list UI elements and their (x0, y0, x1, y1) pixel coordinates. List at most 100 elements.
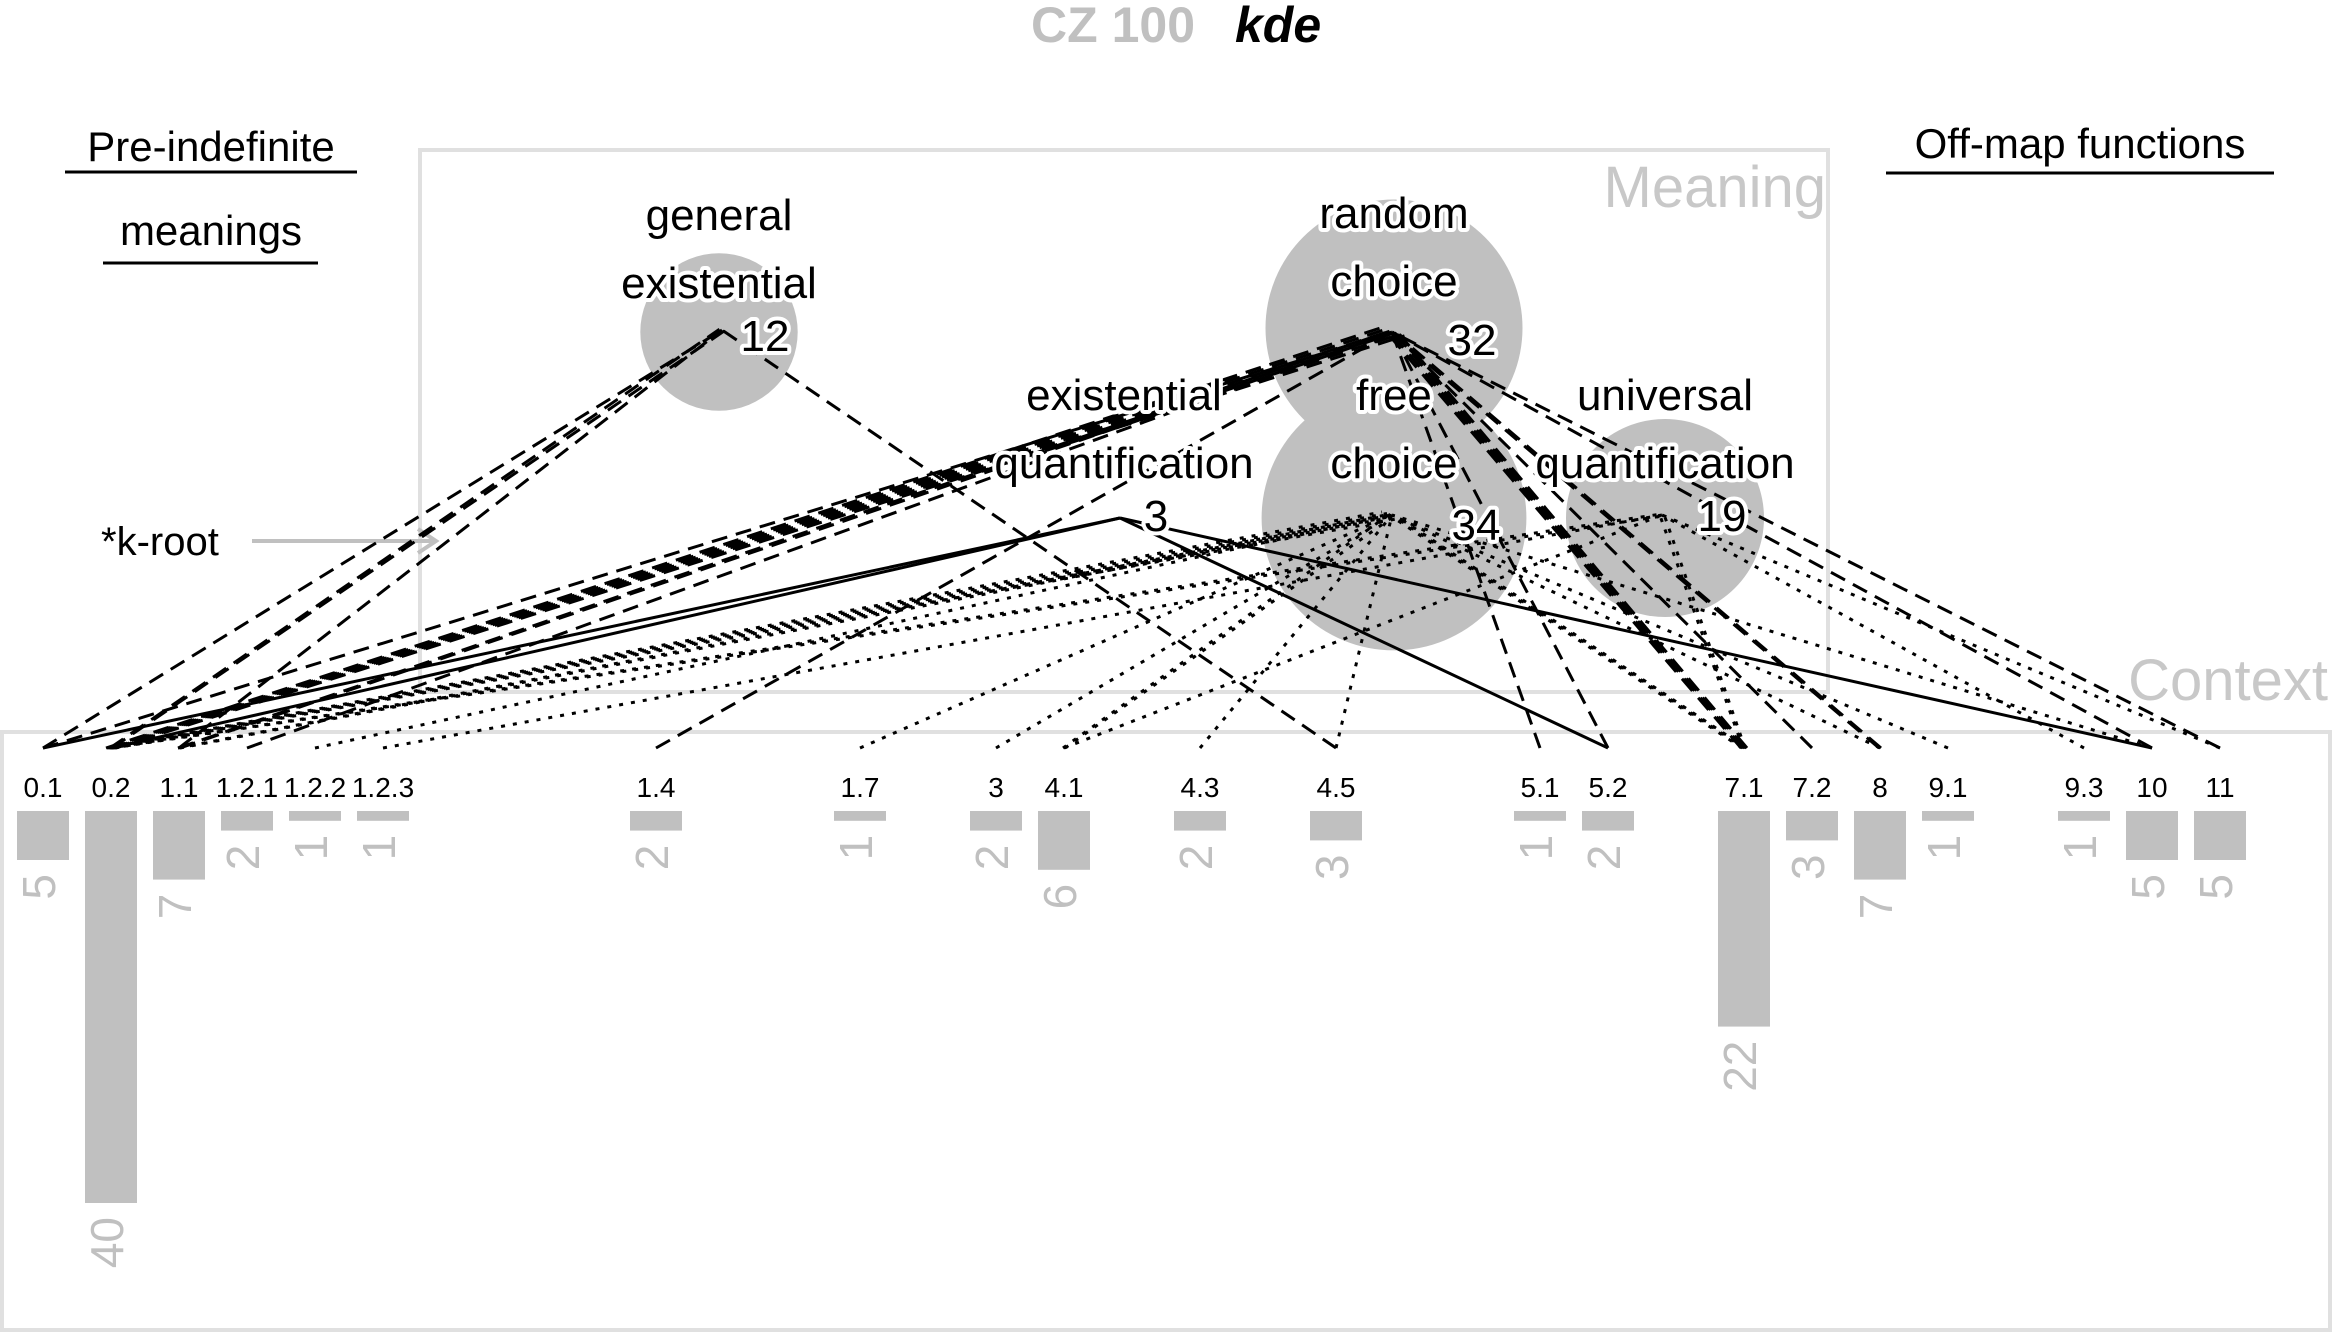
context-count-1-1: 7 (149, 894, 201, 920)
link-7-1-random-choice (1383, 328, 1743, 749)
context-label-9-1: 9.1 (1929, 772, 1968, 803)
context-label-0-2: 0.2 (92, 772, 131, 803)
link-5-2-random-choice (1390, 331, 1610, 749)
context-bar-1-1 (153, 811, 205, 880)
context-count-7-1: 22 (1714, 1041, 1766, 1092)
context-count-1-2-3: 1 (353, 835, 405, 861)
link-7-1-free-choice (1391, 513, 1745, 750)
meaning-label-line2-existential-quantification-halo: quantification (994, 439, 1253, 488)
context-count-9-1: 1 (1918, 835, 1970, 861)
context-box (0, 730, 2332, 1332)
context-label-1-2-3: 1.2.3 (352, 772, 414, 803)
link-0-2-existential-quantification (110, 516, 1121, 750)
link-0-2-universal-quantification (111, 514, 1665, 750)
meaning-count-free-choice-halo: 34 (1452, 501, 1501, 550)
pre-indefinite-line-2: meanings (120, 207, 302, 254)
off-map-label: Off-map functions (1915, 120, 2246, 167)
context-bar-1-2-3 (357, 811, 409, 821)
link-1-2-3-universal-quantification (382, 513, 1663, 750)
context-bar-10 (2126, 811, 2178, 860)
meaning-label-line2-universal-quantification: quantification (1535, 439, 1794, 488)
meaning-label-line1-universal-quantification: universal (1577, 371, 1753, 420)
context-bar-4-5 (1310, 811, 1362, 841)
link-0-2-free-choice (106, 510, 1383, 750)
meaning-label-line1-general-existential: general (646, 191, 793, 240)
meaning-count-general-existential-halo: 12 (741, 312, 790, 361)
meaning-label-line2-random-choice: choice (1330, 257, 1457, 306)
link-1-1-free-choice (179, 514, 1395, 750)
context-bar-0-2 (85, 811, 137, 1203)
context-count-3: 2 (966, 845, 1018, 871)
context-count-0-1: 5 (13, 874, 65, 900)
meaning-box-label: Meaning (1604, 155, 1826, 220)
link-7-1-free-choice (1396, 515, 1747, 750)
context-label-1-2-2: 1.2.2 (284, 772, 346, 803)
link-10-existential-quantification (1119, 516, 2153, 750)
context-count-11: 5 (2190, 874, 2242, 900)
context-bar-5-1 (1514, 811, 1566, 821)
context-count-4-1: 6 (1034, 884, 1086, 910)
context-label-7-2: 7.2 (1793, 772, 1832, 803)
context-count-1-7: 1 (830, 835, 882, 861)
context-bar-4-3 (1174, 811, 1226, 831)
meaning-circle-random-choice (1265, 199, 1523, 457)
link-0-1-general-existential (42, 328, 723, 750)
meaning-label-line1-free-choice: free (1356, 371, 1432, 420)
context-bar-0-1 (17, 811, 69, 860)
link-1-7-free-choice (859, 513, 1393, 750)
context-count-1-2-2: 1 (285, 835, 337, 861)
meaning-label-line1-free-choice-halo: free (1356, 371, 1432, 420)
meaning-label-line2-existential-quantification: quantification (994, 439, 1253, 488)
context-bar-7-1 (1718, 811, 1770, 1027)
meaning-label-line1-general-existential-halo: general (646, 191, 793, 240)
meaning-label-line2-universal-quantification-halo: quantification (1535, 439, 1794, 488)
link-7-1-random-choice (1398, 333, 1749, 749)
context-count-8: 7 (1850, 894, 1902, 920)
context-label-4-1: 4.1 (1045, 772, 1084, 803)
context-label-4-3: 4.3 (1181, 772, 1220, 803)
context-bar-1-4 (630, 811, 682, 831)
link-3-free-choice (995, 513, 1393, 750)
k-root-annotation: *k-root (101, 520, 440, 564)
link-4-3-free-choice (1198, 514, 1394, 749)
context-bar-1-7 (834, 811, 886, 821)
link-11-universal-quantification (1661, 513, 2221, 750)
context-bar-4-1 (1038, 811, 1090, 870)
link-1-1-free-choice (177, 512, 1390, 750)
link-4-5-free-choice (1334, 514, 1394, 749)
link-9-1-free-choice (1391, 513, 1949, 750)
context-label-5-2: 5.2 (1589, 772, 1628, 803)
context-label-9-3: 9.3 (2065, 772, 2104, 803)
context-label-0-1: 0.1 (24, 772, 63, 803)
context-bar-8 (1854, 811, 1906, 880)
link-7-1-universal-quantification (1658, 513, 1745, 749)
context-bar-9-3 (2058, 811, 2110, 821)
off-map-heading: Off-map functions (1886, 120, 2274, 175)
meaning-label-line1-random-choice: random (1319, 189, 1468, 238)
link-5-2-existential-quantification (1119, 516, 1609, 750)
context-bar-11 (2194, 811, 2246, 860)
meaning-label-line2-general-existential-halo: existential (621, 259, 817, 308)
link-8-random-choice (1393, 331, 1882, 750)
link-0-1-existential-quantification (42, 516, 1121, 750)
link-7-1-random-choice (1388, 330, 1745, 749)
title-word: kde (1235, 0, 1321, 53)
link-7-1-universal-quantification (1663, 515, 1747, 749)
context-count-4-3: 2 (1170, 845, 1222, 871)
context-count-10: 5 (2122, 874, 2174, 900)
context-label-10: 10 (2136, 772, 2167, 803)
meaning-count-free-choice: 34 (1452, 501, 1501, 550)
context-bar-5-2 (1582, 811, 1634, 831)
k-root-label: *k-root (101, 520, 219, 564)
pre-indefinite-heading: Pre-indefinite meanings (65, 123, 357, 265)
link-1-2-2-free-choice (314, 513, 1393, 750)
context-label-1-7: 1.7 (841, 772, 880, 803)
link-1-1-random-choice (179, 331, 1395, 750)
context-bar-3 (970, 811, 1022, 831)
link-10-free-choice (1391, 513, 2153, 750)
meaning-box (418, 148, 1830, 694)
context-label-4-5: 4.5 (1317, 772, 1356, 803)
context-box-label: Context (2128, 648, 2328, 713)
meaning-count-general-existential: 12 (741, 312, 790, 361)
meaning-count-universal-quantification: 19 (1698, 492, 1747, 541)
